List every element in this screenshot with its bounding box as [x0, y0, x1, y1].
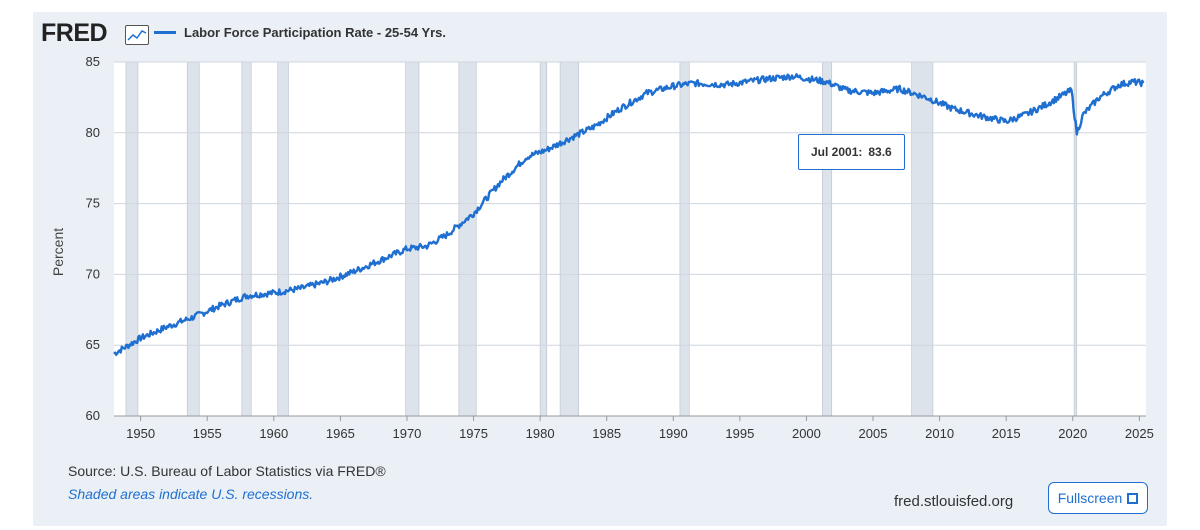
- line-chart-icon: [125, 25, 149, 45]
- expand-icon: [1127, 492, 1139, 504]
- x-tick-label: 1990: [659, 426, 688, 441]
- y-tick-label: 75: [86, 196, 100, 211]
- y-tick-label: 60: [86, 408, 100, 423]
- tooltip-date: Jul 2001:: [811, 145, 863, 159]
- x-tick-label: 2000: [792, 426, 821, 441]
- y-tick-label: 80: [86, 125, 100, 140]
- recession-band: [405, 61, 420, 417]
- x-tick-label: 2015: [992, 426, 1021, 441]
- x-tick-label: 2025: [1125, 426, 1154, 441]
- recession-band: [186, 61, 200, 417]
- x-tick-label: 2010: [925, 426, 954, 441]
- x-tick-label: 1985: [592, 426, 621, 441]
- source-note: Source: U.S. Bureau of Labor Statistics …: [68, 463, 386, 479]
- x-tick-label: 2020: [1058, 426, 1087, 441]
- x-tick-label: 1965: [326, 426, 355, 441]
- recession-band: [559, 61, 580, 417]
- recession-band: [679, 61, 690, 417]
- y-tick-label: 70: [86, 266, 100, 281]
- y-axis-label: Percent: [50, 228, 66, 276]
- recession-band: [539, 61, 548, 417]
- recession-note: Shaded areas indicate U.S. recessions.: [68, 486, 314, 502]
- x-tick-label: 2005: [859, 426, 888, 441]
- y-tick-label: 65: [86, 337, 100, 352]
- recession-band: [911, 61, 934, 417]
- x-tick-label: 1950: [126, 426, 155, 441]
- recession-band: [277, 61, 289, 417]
- fred-logo[interactable]: FRED: [41, 19, 108, 47]
- recession-shading: [114, 61, 1146, 417]
- recession-band: [125, 61, 139, 417]
- fullscreen-label: Fullscreen: [1057, 490, 1123, 506]
- x-tick-label: 1955: [193, 426, 222, 441]
- chart-area[interactable]: 1950 1955 1960 1965 1970 1975 1980 1985 1990 1995…: [33, 12, 1167, 526]
- recession-band: [458, 61, 477, 417]
- x-tick-label: 1975: [459, 426, 488, 441]
- tooltip-value: 83.6: [868, 145, 892, 159]
- x-tick-label: 1995: [725, 426, 754, 441]
- x-axis-ticks: 1950 1955 1960 1965 1970 1975 1980 1985 1990 1995…: [114, 415, 1154, 441]
- fullscreen-button[interactable]: Fullscreen: [1048, 482, 1148, 514]
- legend-line-swatch: [154, 31, 176, 34]
- recession-band: [822, 61, 833, 417]
- site-url[interactable]: fred.stlouisfed.org: [894, 493, 1014, 510]
- chart-panel: FRED Labor Force Participation Rate - 25…: [33, 12, 1167, 526]
- x-tick-label: 1960: [259, 426, 288, 441]
- hover-tooltip: Jul 2001: 83.6: [798, 134, 905, 170]
- y-axis-ticks: 60 65 70 75 80 85: [86, 54, 100, 423]
- series-title[interactable]: Labor Force Participation Rate - 25-54 Y…: [184, 25, 447, 40]
- x-tick-label: 1980: [526, 426, 555, 441]
- series-line-group: [113, 73, 1145, 356]
- recession-band: [241, 61, 252, 417]
- y-tick-label: 85: [86, 54, 100, 69]
- plot-background: [114, 62, 1146, 416]
- x-tick-label: 1970: [392, 426, 421, 441]
- series-legend: Labor Force Participation Rate - 25-54 Y…: [154, 25, 446, 40]
- series-line: [113, 73, 1145, 356]
